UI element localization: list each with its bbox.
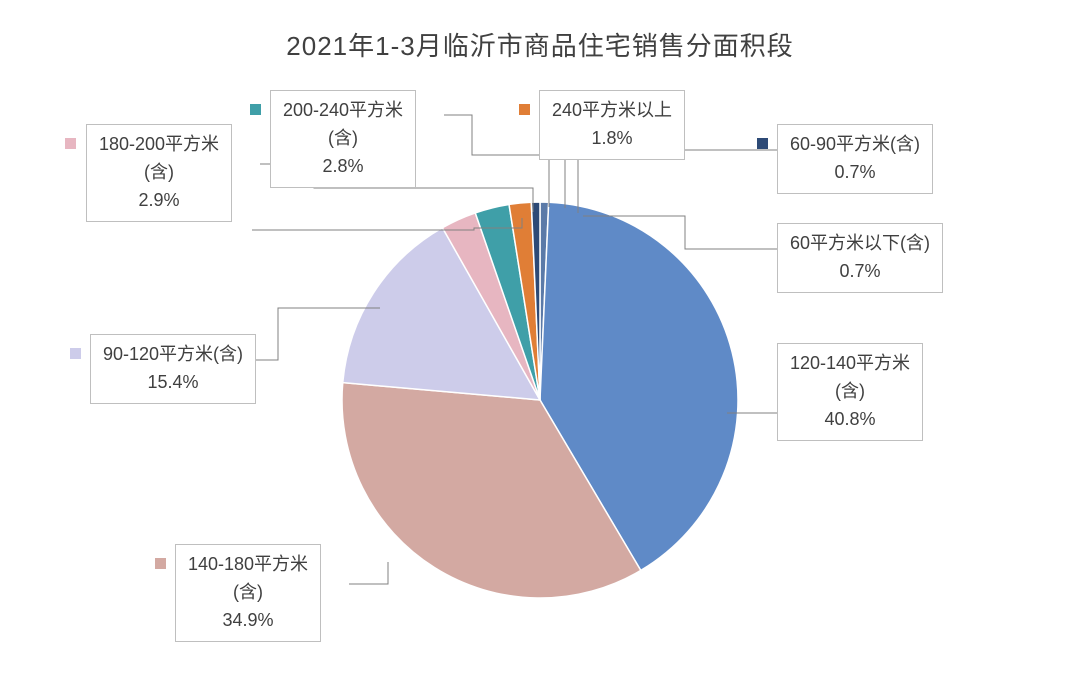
label-line: 34.9% bbox=[188, 607, 308, 635]
pie-chart: 2021年1-3月临沂市商品住宅销售分面积段 200-240平方米(含)2.8%… bbox=[0, 0, 1080, 692]
label-line: 140-180平方米 bbox=[188, 551, 308, 579]
label-line: 0.7% bbox=[790, 258, 930, 286]
label-line: (含) bbox=[283, 125, 403, 153]
leader-line bbox=[349, 562, 388, 584]
label-line: (含) bbox=[790, 378, 910, 406]
label-line: 15.4% bbox=[103, 369, 243, 397]
label-line: 120-140平方米 bbox=[790, 350, 910, 378]
legend-swatch-s60_90 bbox=[757, 138, 768, 149]
label-line: 40.8% bbox=[790, 406, 910, 434]
legend-swatch-s240above bbox=[519, 104, 530, 115]
legend-swatch-s200_240 bbox=[250, 104, 261, 115]
label-s90_120: 90-120平方米(含)15.4% bbox=[90, 334, 256, 404]
label-line: 2.9% bbox=[99, 187, 219, 215]
label-s60_90: 60-90平方米(含)0.7% bbox=[777, 124, 933, 194]
label-line: 90-120平方米(含) bbox=[103, 341, 243, 369]
label-line: 200-240平方米 bbox=[283, 97, 403, 125]
label-s180_200: 180-200平方米(含)2.9% bbox=[86, 124, 232, 222]
label-line: 60-90平方米(含) bbox=[790, 131, 920, 159]
label-s60below: 60平方米以下(含)0.7% bbox=[777, 223, 943, 293]
legend-swatch-s140_180 bbox=[155, 558, 166, 569]
label-line: 240平方米以上 bbox=[552, 97, 672, 125]
label-s240above: 240平方米以上1.8% bbox=[539, 90, 685, 160]
label-line: 2.8% bbox=[283, 153, 403, 181]
label-s140_180: 140-180平方米(含)34.9% bbox=[175, 544, 321, 642]
label-line: 0.7% bbox=[790, 159, 920, 187]
label-s200_240: 200-240平方米(含)2.8% bbox=[270, 90, 416, 188]
label-line: 1.8% bbox=[552, 125, 672, 153]
legend-swatch-s90_120 bbox=[70, 348, 81, 359]
label-s120_140: 120-140平方米(含)40.8% bbox=[777, 343, 923, 441]
label-line: (含) bbox=[188, 579, 308, 607]
label-line: 60平方米以下(含) bbox=[790, 230, 930, 258]
label-line: 180-200平方米 bbox=[99, 131, 219, 159]
label-line: (含) bbox=[99, 159, 219, 187]
legend-swatch-s180_200 bbox=[65, 138, 76, 149]
